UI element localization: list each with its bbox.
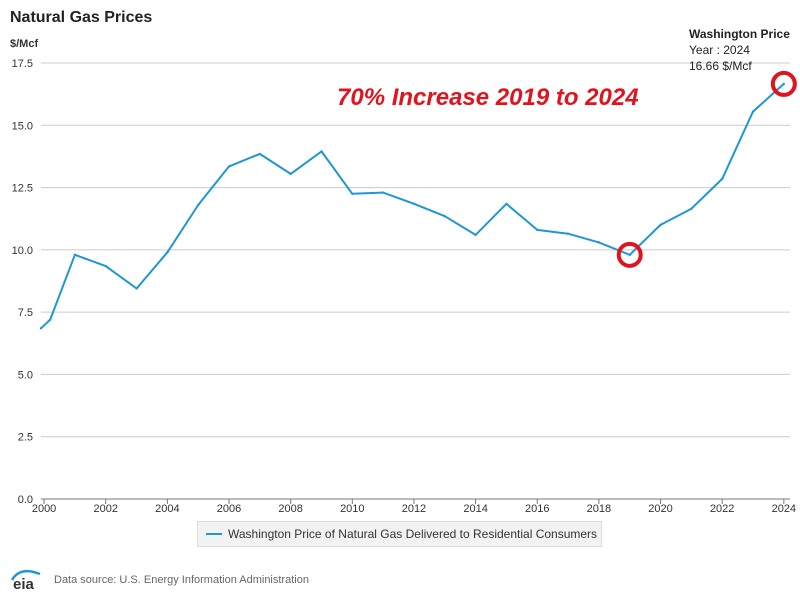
tooltip-value: 16.66 $/Mcf [689, 59, 752, 73]
y-tick-label: 2.5 [18, 432, 33, 444]
x-tick-label: 2022 [710, 503, 734, 515]
chart-legend[interactable]: Washington Price of Natural Gas Delivere… [197, 521, 602, 547]
data-point [720, 177, 724, 181]
highlight-circle-2019 [616, 241, 643, 268]
tooltip-title: Washington Price [689, 27, 790, 41]
x-tick-label: 2024 [772, 503, 796, 515]
y-tick-label: 5.0 [18, 369, 33, 381]
data-point [690, 207, 693, 210]
x-tick-label: 2018 [587, 503, 611, 515]
data-point [628, 253, 631, 257]
x-tick-label: 2008 [278, 503, 302, 515]
data-point [659, 223, 662, 227]
data-point [135, 287, 138, 290]
tooltip-year: Year : 2024 [689, 43, 750, 57]
x-tick-label: 2004 [155, 503, 179, 515]
y-tick-label: 17.5 [12, 58, 33, 70]
legend-line-swatch [206, 533, 222, 535]
grid-layer [41, 62, 790, 500]
eia-logo-icon[interactable]: eia [10, 568, 44, 592]
x-tick-label: 2010 [340, 503, 364, 515]
data-point [49, 318, 52, 321]
data-point [505, 202, 508, 205]
x-tick-label: 2014 [463, 503, 487, 515]
data-point [289, 172, 292, 176]
highlight-circle-2024 [770, 70, 797, 97]
axis-layer: 0.0 2.5 5.0 7.5 10.0 12.5 15.0 17.5 2000 2002 2004… [12, 58, 796, 515]
y-tick-label: 15.0 [12, 120, 33, 132]
x-tick-label: 2000 [32, 503, 56, 515]
x-tick-label: 2016 [525, 503, 549, 515]
y-tick-label: 12.5 [12, 183, 33, 195]
data-point [751, 110, 755, 113]
legend-label: Washington Price of Natural Gas Delivere… [228, 527, 598, 541]
y-tick-label: 10.0 [12, 245, 33, 257]
data-point [104, 264, 107, 268]
data-point [73, 253, 77, 257]
data-point [351, 192, 354, 195]
series-line [40, 83, 785, 330]
y-tick-label: 7.5 [18, 307, 33, 319]
page-title: Natural Gas Prices [10, 9, 153, 26]
marker-layer [616, 70, 797, 268]
data-point [39, 327, 43, 330]
x-tick-label: 2012 [402, 503, 426, 515]
x-tick-label: 2020 [648, 503, 672, 515]
data-point [782, 82, 786, 86]
y-tick-label: 0.0 [18, 494, 33, 506]
x-tick-label: 2002 [93, 503, 117, 515]
increase-annotation: 70% Increase 2019 to 2024 [337, 84, 639, 111]
footer: eia Data source: U.S. Energy Information… [10, 568, 309, 592]
eia-logo-text: eia [13, 576, 35, 592]
data-point [443, 215, 446, 218]
data-source-text: Data source: U.S. Energy Information Adm… [54, 574, 309, 586]
data-point [320, 150, 323, 153]
series-layer [39, 82, 786, 330]
data-point [566, 232, 570, 235]
y-axis-unit-label: $/Mcf [10, 38, 39, 50]
data-point [227, 165, 231, 168]
data-tooltip: Washington Price Year : 2024 16.66 $/Mcf [689, 26, 790, 74]
x-tick-label: 2006 [217, 503, 241, 515]
data-point [474, 233, 477, 237]
data-point [196, 203, 200, 207]
data-point [258, 152, 262, 156]
data-point [536, 228, 539, 232]
data-point [597, 241, 601, 244]
data-point [166, 251, 169, 254]
data-point [412, 202, 416, 205]
data-point [381, 191, 385, 194]
